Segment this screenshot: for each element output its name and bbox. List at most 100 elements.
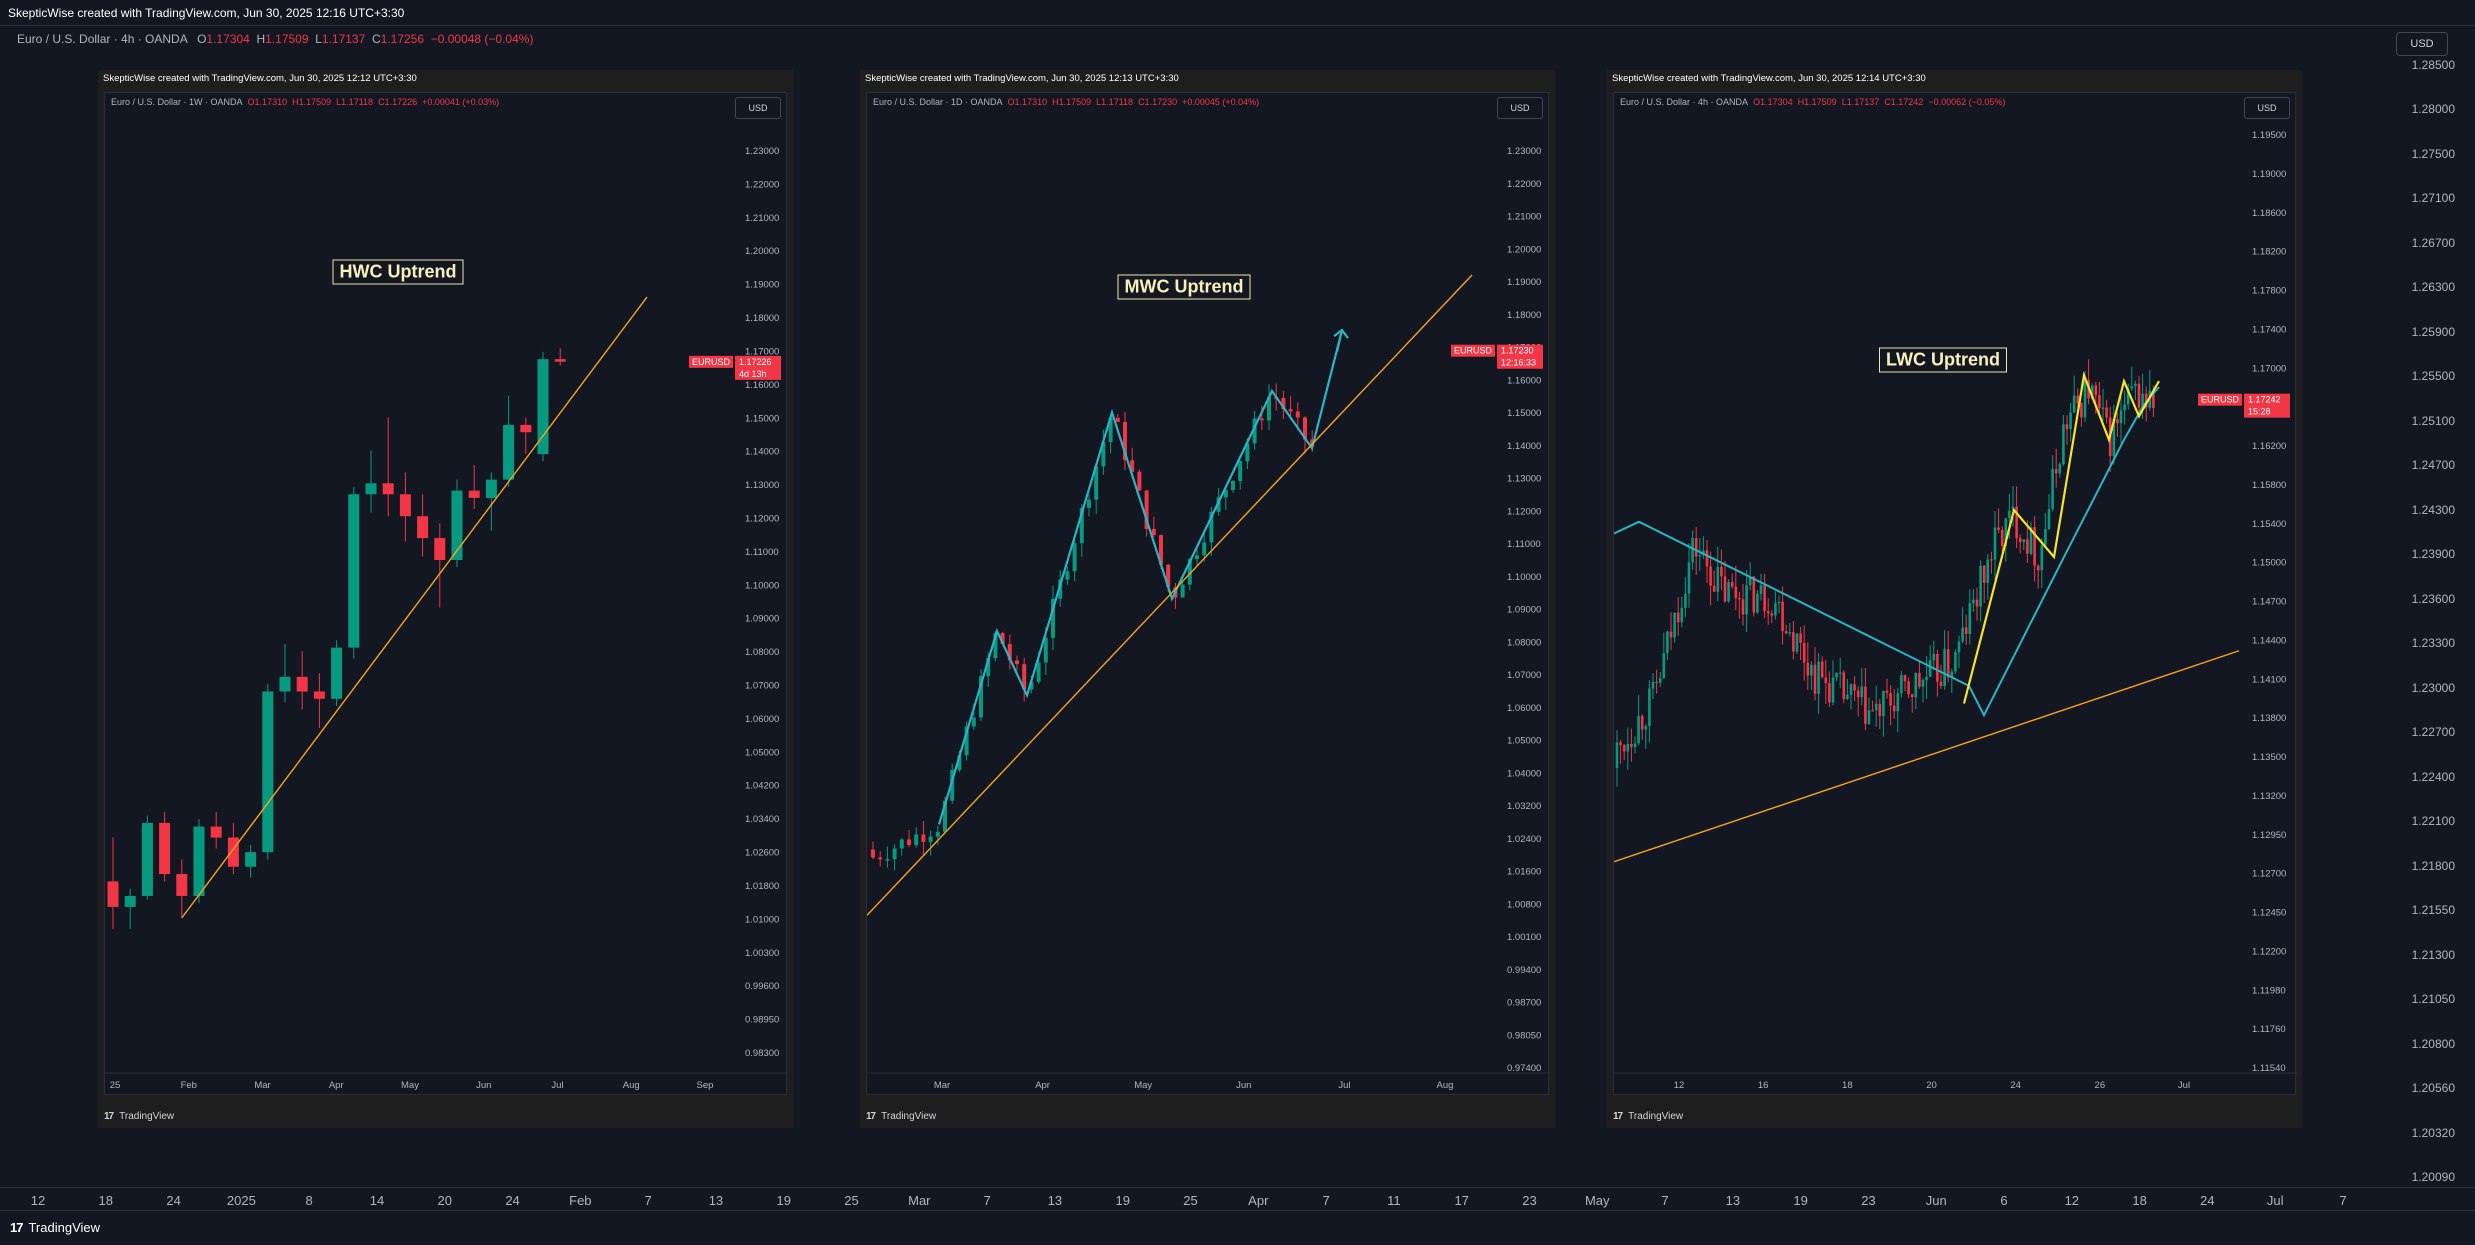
time-tick-label: Sep [697,1080,714,1091]
candle [1202,542,1207,556]
candle [885,859,890,861]
candle [1745,585,1748,615]
candle [417,516,429,539]
panel-currency-button[interactable]: USD [735,97,781,119]
candle [1770,613,1774,616]
price-badge-value: 1.17230 [1501,346,1534,356]
chart-area[interactable]: Euro / U.S. Dollar · 1W · OANDA O1.17310… [104,92,788,1095]
top-bar: SkepticWise created with TradingView.com… [0,0,2475,26]
price-scale[interactable]: 1.28500 1.28000 1.27500 1.27100 1.26700 1.263… [2395,58,2475,1190]
price-badge-symbol: EURUSD [1454,346,1493,356]
candle [1860,686,1864,698]
time-tick: 13 [708,1193,724,1208]
candle [193,826,205,896]
price-tick-label: 1.09000 [745,614,779,625]
candle [1838,672,1842,674]
candle [1252,418,1257,444]
candle [2011,506,2015,511]
candle [296,676,308,692]
candle [979,676,983,718]
candle [957,755,962,770]
candle [2090,385,2094,399]
chart-area[interactable]: Euro / U.S. Dollar · 4h · OANDA O1.17304… [1613,92,2297,1095]
currency-button[interactable]: USD [2396,32,2448,56]
candle [434,538,446,561]
candle [1964,627,1968,635]
candle [537,359,549,455]
time-tick-label: 26 [2095,1080,2106,1091]
candle [1759,585,1763,594]
candle [1849,684,1853,695]
time-tick-label: May [401,1080,419,1091]
candle [2065,424,2069,430]
change-value: −0.00048 (−0.04%) [430,32,534,46]
candle [971,717,976,727]
candle [1051,598,1055,638]
chart-area[interactable]: Euro / U.S. Dollar · 1D · OANDA O1.17310… [866,92,1550,1095]
candle [227,837,239,867]
time-tick-label: Jul [551,1080,563,1091]
price-tick-label: 1.03400 [745,814,779,825]
candle [262,691,274,853]
candle [176,874,188,896]
candle [1087,499,1091,508]
candle [1986,559,1990,583]
candle [1691,538,1694,563]
candle [1245,443,1250,462]
panel-brand: TradingView [119,1111,175,1122]
candle [1223,490,1228,498]
price-tick-label: 1.11760 [2252,1024,2286,1035]
candle [1115,417,1120,422]
panel-close: C1.17226 [378,97,418,107]
price-tick: 1.22100 [2411,814,2455,829]
price-badge-symbol-bg [689,355,733,368]
candle [1709,566,1712,586]
price-tick-label: 1.15800 [2252,480,2286,491]
candle [1777,601,1781,604]
candle [1159,535,1163,565]
price-badge-bg [735,355,781,380]
tradingview-logo-icon: 17 [866,1111,876,1122]
candle [1943,649,1946,686]
panel-high: H1.17509 [292,97,332,107]
panel-legend: Euro / U.S. Dollar · 1W · OANDA O1.17310… [111,97,499,107]
candle [1640,715,1644,730]
price-tick-label: 1.14100 [2252,674,2286,685]
candle [1878,703,1882,717]
time-tick-label: Jun [1236,1080,1251,1091]
candle [2015,506,2018,539]
price-tick-label: 1.12450 [2252,908,2286,919]
price-tick-label: 1.15000 [745,413,779,424]
candle [1756,593,1759,613]
panel-currency-button[interactable]: USD [1497,97,1543,119]
symbol-name[interactable]: Euro / U.S. Dollar · 4h · OANDA [17,32,188,46]
candle [1734,586,1738,599]
candle [1195,555,1199,560]
price-tick-label: 1.23000 [745,146,779,157]
price-tick-label: 1.19000 [745,280,779,291]
price-tick-label: 1.08000 [745,647,779,658]
price-tick: 1.21300 [2411,947,2455,962]
panel-currency-button[interactable]: USD [2244,97,2290,119]
time-tick: 7 [983,1193,991,1208]
candle [1231,480,1235,491]
price-tick: 1.23600 [2411,591,2455,606]
time-tick: 19 [1793,1193,1808,1208]
candle [2105,407,2108,418]
candle [2112,419,2116,457]
time-tick: 12 [30,1193,46,1208]
price-tick: 1.26300 [2411,280,2455,295]
panel-title: SkepticWise created with TradingView.com… [1612,73,1926,84]
price-tick: 1.26700 [2411,235,2455,250]
time-tick: 19 [1115,1193,1130,1208]
candle [1975,599,1979,607]
candle [2054,469,2058,474]
price-tick: 1.20560 [2411,1081,2455,1096]
candle [1144,490,1149,529]
panel-change: +0.00041 (+0.03%) [422,97,500,107]
candle [1658,678,1662,683]
price-tick-label: 0.98050 [1507,1030,1541,1041]
candle [1072,543,1077,572]
candle [1936,653,1939,682]
time-scale[interactable]: 12 18 24 2025 8 14 20 24 Feb 7 13 19 25 Mar 7 13 19 25 Apr… [0,1187,2475,1210]
